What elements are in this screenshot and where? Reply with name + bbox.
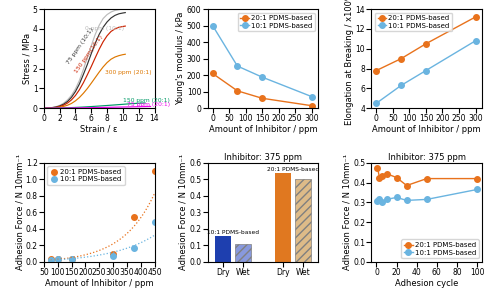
20:1 PDMS-based <box>393 176 399 179</box>
20:1 PDMS-based <box>110 252 116 256</box>
20:1 PDMS-based <box>210 72 216 75</box>
Y-axis label: Adhesion Force / N 10mm⁻¹: Adhesion Force / N 10mm⁻¹ <box>343 154 352 270</box>
Text: 75 ppm (20:1): 75 ppm (20:1) <box>127 102 170 107</box>
20:1 PDMS-based <box>259 96 265 100</box>
20:1 PDMS-based <box>474 177 480 180</box>
20:1 PDMS-based <box>423 42 429 45</box>
Line: 20:1 PDMS-based: 20:1 PDMS-based <box>48 168 157 262</box>
20:1 PDMS-based <box>151 169 157 173</box>
Line: 20:1 PDMS-based: 20:1 PDMS-based <box>210 71 315 108</box>
20:1 PDMS-based <box>48 258 54 261</box>
Bar <box>235 244 251 262</box>
X-axis label: Adhesion cycle: Adhesion cycle <box>395 278 458 287</box>
10:1 PDMS-based <box>374 101 379 105</box>
10:1 PDMS-based <box>210 24 216 27</box>
20:1 PDMS-based <box>69 257 75 260</box>
10:1 PDMS-based <box>151 220 157 224</box>
20:1 PDMS-based <box>376 176 382 179</box>
Line: 20:1 PDMS-based: 20:1 PDMS-based <box>374 14 478 73</box>
20:1 PDMS-based <box>234 89 240 93</box>
Text: 150 ppm(10:1): 150 ppm(10:1) <box>74 35 104 74</box>
10:1 PDMS-based <box>384 197 390 201</box>
Bar <box>295 179 311 262</box>
10:1 PDMS-based <box>424 197 430 201</box>
Legend: 20:1 PDMS-based, 10:1 PDMS-based: 20:1 PDMS-based, 10:1 PDMS-based <box>401 240 479 258</box>
10:1 PDMS-based <box>55 258 60 261</box>
Legend: 20:1 PDMS-based, 10:1 PDMS-based: 20:1 PDMS-based, 10:1 PDMS-based <box>47 166 125 185</box>
Text: 0 ppm (10:1): 0 ppm (10:1) <box>85 26 124 31</box>
10:1 PDMS-based <box>259 75 265 79</box>
20:1 PDMS-based <box>131 216 137 219</box>
10:1 PDMS-based <box>423 69 429 72</box>
X-axis label: Strain / ε: Strain / ε <box>80 125 118 134</box>
Text: 150 ppm (20:1): 150 ppm (20:1) <box>123 98 170 103</box>
10:1 PDMS-based <box>375 200 380 203</box>
10:1 PDMS-based <box>398 84 404 87</box>
X-axis label: Amount of Inhibitor / ppm: Amount of Inhibitor / ppm <box>45 278 153 287</box>
Text: 300 ppm (20:1): 300 ppm (20:1) <box>106 70 152 76</box>
Line: 10:1 PDMS-based: 10:1 PDMS-based <box>48 219 157 262</box>
10:1 PDMS-based <box>110 254 116 258</box>
10:1 PDMS-based <box>376 197 382 201</box>
10:1 PDMS-based <box>472 39 478 42</box>
Y-axis label: Adhesion Force / N 10mm⁻¹: Adhesion Force / N 10mm⁻¹ <box>179 154 188 270</box>
20:1 PDMS-based <box>375 166 380 169</box>
Bar <box>215 236 231 262</box>
20:1 PDMS-based <box>384 172 390 175</box>
Bar <box>275 173 291 262</box>
10:1 PDMS-based <box>393 196 399 199</box>
20:1 PDMS-based <box>378 174 384 177</box>
20:1 PDMS-based <box>398 57 404 61</box>
10:1 PDMS-based <box>309 95 315 98</box>
X-axis label: Amount of Inhibitor / ppm: Amount of Inhibitor / ppm <box>208 125 318 134</box>
Line: 10:1 PDMS-based: 10:1 PDMS-based <box>210 23 315 99</box>
10:1 PDMS-based <box>48 258 54 262</box>
Legend: 20:1 PDMS-based, 10:1 PDMS-based: 20:1 PDMS-based, 10:1 PDMS-based <box>238 13 315 31</box>
Line: 20:1 PDMS-based: 20:1 PDMS-based <box>375 165 480 188</box>
10:1 PDMS-based <box>69 257 75 261</box>
20:1 PDMS-based <box>55 257 60 260</box>
10:1 PDMS-based <box>131 246 137 250</box>
10:1 PDMS-based <box>234 64 240 68</box>
Title: Inhibitor: 375 ppm: Inhibitor: 375 ppm <box>224 153 302 162</box>
Line: 10:1 PDMS-based: 10:1 PDMS-based <box>375 187 480 205</box>
20:1 PDMS-based <box>374 69 379 72</box>
20:1 PDMS-based <box>424 177 430 180</box>
X-axis label: Amount of Inhibitor / ppm: Amount of Inhibitor / ppm <box>373 125 481 134</box>
Text: 75 ppm (10:1): 75 ppm (10:1) <box>66 26 95 64</box>
Text: 20:1 PDMS-based: 20:1 PDMS-based <box>267 167 319 172</box>
Legend: 20:1 PDMS-based, 10:1 PDMS-based: 20:1 PDMS-based, 10:1 PDMS-based <box>375 13 452 31</box>
10:1 PDMS-based <box>378 200 384 204</box>
10:1 PDMS-based <box>474 188 480 191</box>
Y-axis label: Elongation at Breaking / x100%: Elongation at Breaking / x100% <box>345 0 354 125</box>
10:1 PDMS-based <box>404 199 410 202</box>
Y-axis label: Young's modulus / kPa: Young's modulus / kPa <box>176 12 186 105</box>
Y-axis label: Stress / MPa: Stress / MPa <box>22 33 31 84</box>
20:1 PDMS-based <box>472 15 478 19</box>
20:1 PDMS-based <box>404 184 410 187</box>
Title: Inhibitor: 375 ppm: Inhibitor: 375 ppm <box>388 153 466 162</box>
Line: 10:1 PDMS-based: 10:1 PDMS-based <box>374 38 478 106</box>
20:1 PDMS-based <box>309 104 315 107</box>
Text: 10:1 PDMS-based: 10:1 PDMS-based <box>207 230 259 234</box>
Y-axis label: Adhesion Force / N 10mm⁻¹: Adhesion Force / N 10mm⁻¹ <box>15 154 24 270</box>
